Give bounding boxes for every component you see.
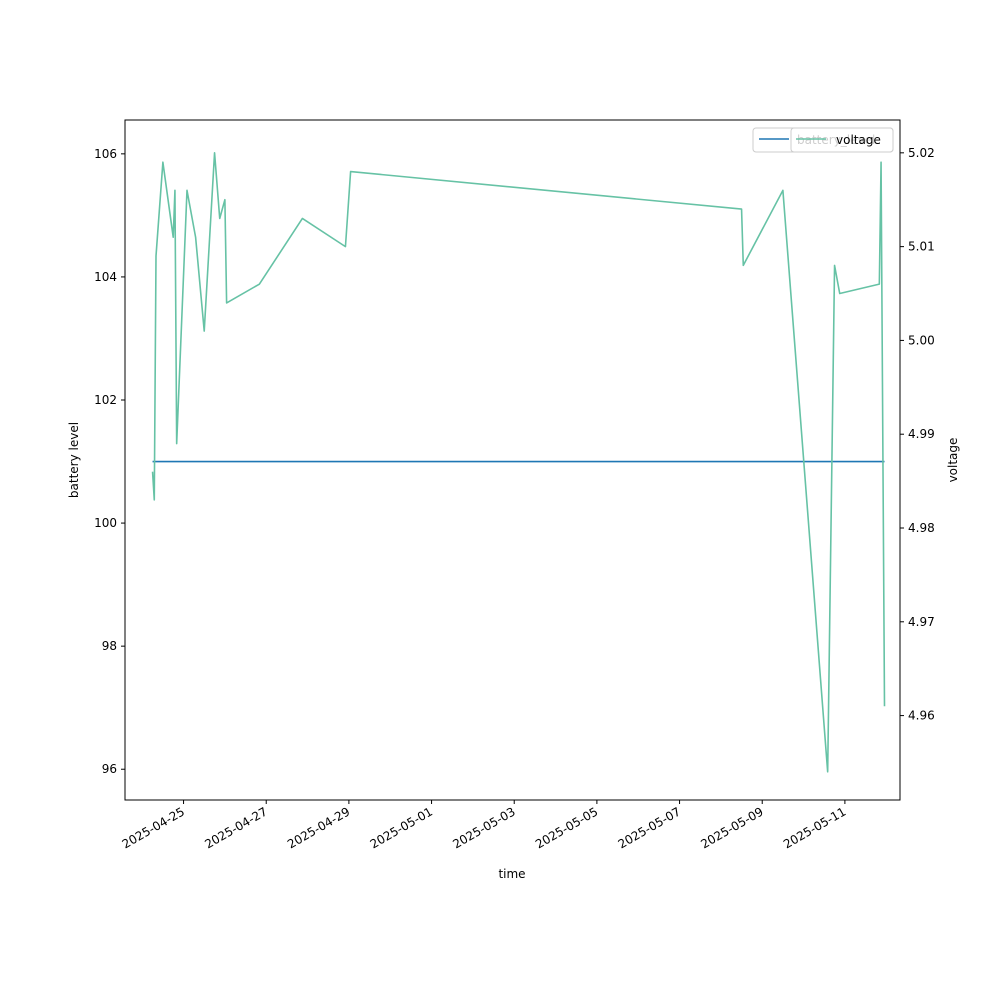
axes-frame xyxy=(124,119,901,801)
y-right-tick-label-3: 4.99 xyxy=(908,427,935,441)
y-right-tick-label-1: 4.97 xyxy=(908,615,935,629)
x-axis-title: time xyxy=(498,867,525,881)
y-right-axis-title: voltage xyxy=(946,438,960,483)
y-right-tick-label-0: 4.96 xyxy=(908,709,935,723)
y-left-tick-label-1: 98 xyxy=(102,639,117,653)
legend-voltage: voltage xyxy=(790,127,894,153)
y-left-axis-title: battery level xyxy=(67,422,81,498)
legend-voltage-box xyxy=(790,127,894,153)
y-left-tick-label-2: 100 xyxy=(94,516,117,530)
y-left-tick-label-5: 106 xyxy=(94,147,117,161)
series-line-voltage xyxy=(151,152,886,773)
y-right-axis: 4.96 4.97 4.98 4.99 5.00 5.01 5.02 xyxy=(900,146,935,723)
y-left-tick-label-4: 104 xyxy=(94,270,117,284)
y-right-tick-label-6: 5.02 xyxy=(908,146,935,160)
y-left-axis: 96 98 100 102 104 106 xyxy=(94,147,125,776)
legend-voltage-label: voltage xyxy=(836,133,881,147)
plot-area xyxy=(124,119,901,801)
y-right-tick-label-2: 4.98 xyxy=(908,521,935,535)
y-left-tick-label-3: 102 xyxy=(94,393,117,407)
y-right-tick-label-4: 5.00 xyxy=(908,333,935,347)
series-layer xyxy=(151,152,886,773)
y-right-tick-label-5: 5.01 xyxy=(908,240,935,254)
y-left-tick-label-0: 96 xyxy=(102,762,117,776)
